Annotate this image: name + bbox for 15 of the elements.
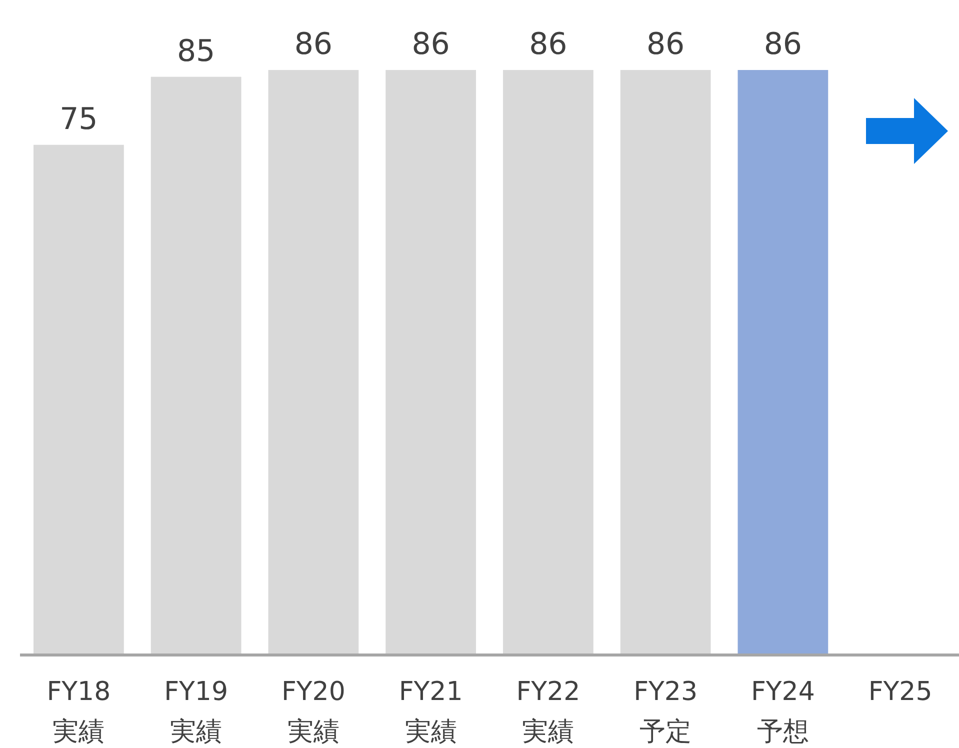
data-label: 86 [646, 27, 685, 62]
data-label: 86 [529, 27, 568, 62]
data-label: 85 [176, 34, 216, 69]
x-tick-label: FY21 実績 [398, 677, 463, 747]
x-tick-label: FY22 実績 [516, 677, 580, 747]
data-label: 75 [60, 102, 98, 137]
data-label: 86 [412, 27, 450, 62]
x-tick-label: FY19 実績 [164, 677, 228, 747]
data-label: 86 [764, 27, 802, 62]
x-tick-label: FY24 予想 [750, 677, 815, 747]
x-tick-label: FY25 [868, 677, 932, 707]
data-label: 86 [294, 27, 333, 62]
x-tick-label: FY23 予定 [634, 677, 698, 747]
x-tick-label: FY18 実績 [46, 677, 111, 747]
x-tick-label: FY20 実績 [281, 677, 346, 747]
